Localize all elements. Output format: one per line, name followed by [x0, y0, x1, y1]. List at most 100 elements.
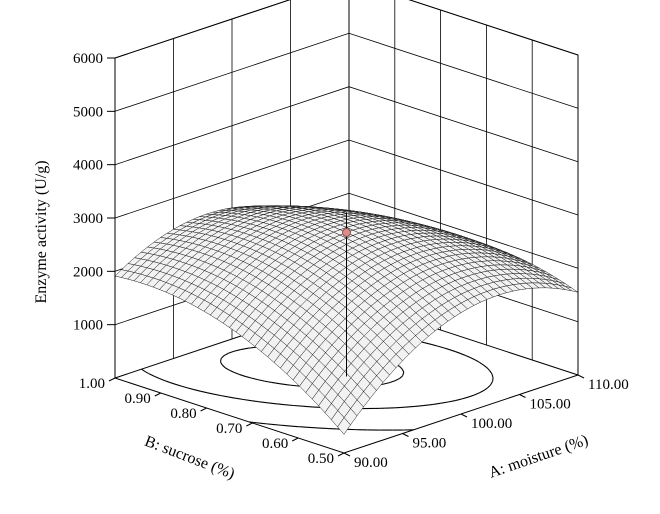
contour-segment [257, 379, 265, 382]
contour-segment [415, 405, 424, 407]
contour-segment [432, 402, 441, 405]
y-tick-label: 0.70 [216, 421, 242, 437]
contour-segment [239, 373, 246, 377]
contour-segment [243, 398, 252, 402]
contour-segment [317, 427, 327, 430]
contour-segment [475, 359, 479, 363]
z-tick-label: 6000 [73, 51, 103, 67]
contour-segment [284, 404, 294, 407]
z-tick-label: 5000 [73, 104, 103, 120]
z-tick-label: 3000 [73, 211, 103, 227]
contour-segment [423, 403, 433, 407]
contour-segment [440, 401, 449, 404]
x-tick-mark [343, 452, 351, 457]
contour-segment [220, 357, 223, 359]
y-tick-label: 0.60 [262, 436, 288, 452]
contour-segment [394, 377, 400, 382]
contour-segment [164, 379, 170, 383]
contour-segment [228, 396, 236, 399]
x-tick-label: 90.00 [354, 455, 388, 471]
contour-segment [431, 343, 438, 347]
contour-segment [267, 402, 277, 405]
x-tick-label: 105.00 [530, 397, 571, 413]
contour-segment [477, 361, 480, 363]
contour-segment [229, 369, 235, 373]
x-tick-mark [460, 413, 468, 418]
contour-segment [145, 371, 149, 375]
contour-segment [299, 426, 308, 428]
contour-segment [233, 371, 240, 375]
contour-segment [220, 362, 223, 366]
contour-segment [268, 381, 272, 384]
contour-segment [473, 392, 480, 396]
contour-segment [235, 397, 244, 401]
contour-segment [271, 423, 281, 426]
contour-segment [490, 381, 493, 386]
contour-segment [244, 375, 252, 379]
contour-segment [483, 387, 488, 391]
contour-segment [388, 380, 396, 384]
contour-segment [400, 375, 404, 378]
contour-segment [487, 368, 490, 371]
x-tick-mark [577, 374, 585, 379]
y-tick-mark [108, 377, 116, 382]
contour-segment [220, 395, 229, 398]
x-tick-label: 100.00 [471, 416, 512, 432]
contour-segment [175, 383, 182, 387]
surface-cell [337, 417, 351, 435]
z-tick-label: 1000 [73, 318, 103, 334]
contour-segment [404, 405, 415, 408]
x-tick-mark [519, 394, 526, 398]
contour-segment [382, 382, 390, 385]
y-tick-mark [337, 452, 345, 457]
contour-segment [200, 390, 208, 394]
contour-segment [221, 364, 226, 369]
contour-segment [207, 392, 215, 395]
y-axis-title: B: sucrose (%) [142, 433, 237, 483]
contour-segment [264, 380, 269, 383]
contour-segment [460, 353, 467, 357]
contour-segment [221, 355, 225, 358]
contour-segment [279, 383, 288, 386]
y-tick-label: 0.80 [170, 406, 196, 422]
z-tick-label: 2000 [73, 264, 103, 280]
contour-segment [424, 342, 432, 345]
contour-segment [187, 387, 194, 391]
contour-segment [259, 401, 268, 404]
contour-segment [213, 393, 222, 397]
contour-segment [293, 404, 303, 407]
contour-segment [447, 399, 456, 403]
contour-segment [224, 367, 230, 371]
x-axis-title: A: moisture (%) [487, 432, 591, 482]
x-tick-label: 95.00 [413, 436, 447, 452]
contour-segment [489, 370, 493, 374]
optimum-point [342, 228, 351, 237]
contour-segment [158, 377, 165, 381]
z-axis-title: Enzyme activity (U/g) [33, 160, 50, 303]
contour-segment [399, 365, 401, 368]
contour-segment [149, 373, 155, 377]
contour-segment [486, 367, 489, 370]
z-tick-label: 4000 [73, 158, 103, 174]
y-tick-mark [154, 392, 162, 397]
contour-segment [457, 398, 463, 401]
contour-segment [289, 425, 299, 428]
contour-segment [169, 381, 176, 385]
contour-segment [251, 400, 258, 403]
contour-segment [141, 368, 146, 373]
y-tick-mark [246, 422, 253, 427]
contour-segment [181, 385, 188, 389]
contour-segment [233, 349, 241, 352]
contour-segment [482, 364, 488, 369]
contour-segment [253, 421, 263, 424]
tick-labels: 1000 2000 3000 4000 5000 6000 0.50 0.60 0.70 0.80… [73, 51, 629, 471]
contour-segment [250, 377, 258, 381]
contour-segment [468, 394, 475, 398]
contour-segment [228, 350, 235, 354]
y-tick-mark [291, 437, 299, 442]
y-tick-label: 1.00 [79, 376, 105, 392]
contour-segment [402, 372, 405, 376]
grid-line-z [114, 0, 579, 59]
x-tick-label: 110.00 [588, 377, 629, 393]
